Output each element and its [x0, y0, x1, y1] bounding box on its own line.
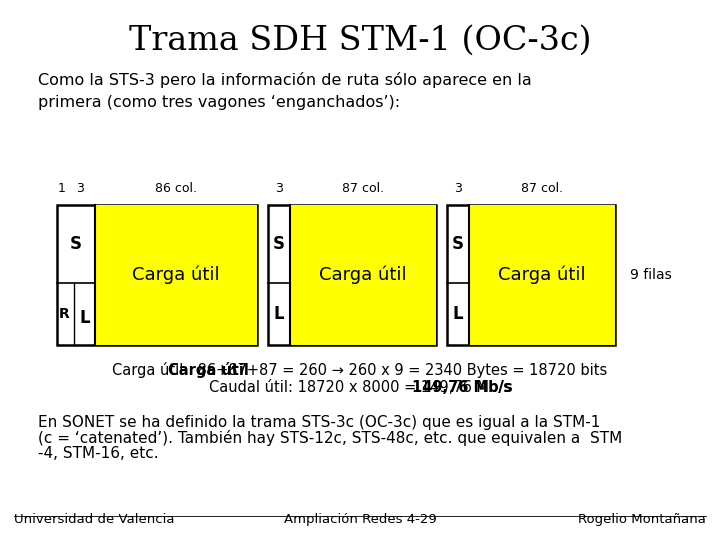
- Text: Caudal útil: 18720 x 8000 = 149,76 Mb/s: Caudal útil: 18720 x 8000 = 149,76 Mb/s: [209, 380, 511, 395]
- Text: 3: 3: [275, 182, 283, 195]
- Text: L: L: [274, 305, 284, 323]
- Text: 3: 3: [454, 182, 462, 195]
- Text: 86 col.: 86 col.: [155, 182, 197, 195]
- Text: -4, STM-16, etc.: -4, STM-16, etc.: [38, 447, 158, 462]
- Bar: [95, 205, 257, 345]
- Text: Carga útil: Carga útil: [132, 266, 220, 284]
- Text: Carga útil:  86+87+87 = 260 → 260 x 9 = 2340 Bytes = 18720 bits: Carga útil: 86+87+87 = 260 → 260 x 9 = 2…: [112, 362, 608, 378]
- Bar: [57, 205, 257, 345]
- Text: Rogelio Montañana: Rogelio Montañana: [578, 513, 706, 526]
- Text: 1: 1: [58, 182, 66, 195]
- Text: 9 filas: 9 filas: [630, 268, 672, 282]
- Text: Carga útil: Carga útil: [498, 266, 586, 284]
- Bar: [268, 205, 436, 345]
- Text: Carga útil: Carga útil: [168, 362, 248, 378]
- Text: L: L: [453, 305, 463, 323]
- Text: (c = ‘catenated’). También hay STS-12c, STS-48c, etc. que equivalen a  STM: (c = ‘catenated’). También hay STS-12c, …: [38, 430, 622, 446]
- Bar: [469, 205, 615, 345]
- Text: Universidad de Valencia: Universidad de Valencia: [14, 513, 174, 526]
- Text: 149,76 Mb/s: 149,76 Mb/s: [412, 380, 513, 395]
- Text: 3: 3: [76, 182, 84, 195]
- Text: 87 col.: 87 col.: [342, 182, 384, 195]
- Text: Trama SDH STM-1 (OC-3c): Trama SDH STM-1 (OC-3c): [129, 25, 591, 57]
- Text: L: L: [79, 309, 90, 327]
- Text: S: S: [452, 235, 464, 253]
- Text: En SONET se ha definido la trama STS-3c (OC-3c) que es igual a la STM-1: En SONET se ha definido la trama STS-3c …: [38, 415, 600, 429]
- Text: S: S: [70, 235, 82, 253]
- Text: Como la STS-3 pero la información de ruta sólo aparece en la
primera (como tres : Como la STS-3 pero la información de rut…: [38, 72, 532, 110]
- Text: S: S: [273, 235, 285, 253]
- Bar: [290, 205, 436, 345]
- Text: Ampliación Redes 4-29: Ampliación Redes 4-29: [284, 513, 436, 526]
- Text: R: R: [59, 307, 70, 321]
- Text: 87 col.: 87 col.: [521, 182, 563, 195]
- Bar: [447, 205, 615, 345]
- Text: Carga útil: Carga útil: [319, 266, 407, 284]
